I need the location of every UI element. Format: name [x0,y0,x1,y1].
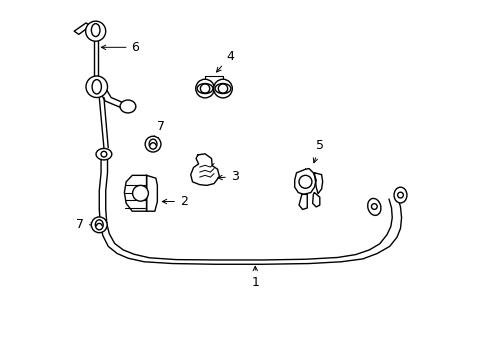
Text: 5: 5 [313,139,323,163]
Ellipse shape [96,148,112,160]
Ellipse shape [393,187,406,203]
Text: 6: 6 [101,41,139,54]
Ellipse shape [367,198,380,215]
Text: 3: 3 [218,170,238,183]
Circle shape [91,217,107,233]
Circle shape [145,136,161,152]
Circle shape [132,185,148,201]
Ellipse shape [120,100,136,113]
Text: 2: 2 [162,195,187,208]
Circle shape [195,79,214,98]
Circle shape [213,79,232,98]
Polygon shape [124,175,146,211]
Polygon shape [294,168,316,194]
Circle shape [298,175,311,188]
Polygon shape [146,175,157,211]
Polygon shape [190,154,219,185]
Polygon shape [74,23,90,35]
Polygon shape [100,90,128,108]
Polygon shape [298,194,306,210]
Circle shape [86,76,107,98]
Text: 4: 4 [216,50,234,72]
Text: 7: 7 [154,121,165,141]
Text: 7: 7 [76,218,95,231]
Polygon shape [312,193,319,207]
Circle shape [85,21,105,41]
Text: 1: 1 [251,266,259,289]
Polygon shape [314,173,322,194]
